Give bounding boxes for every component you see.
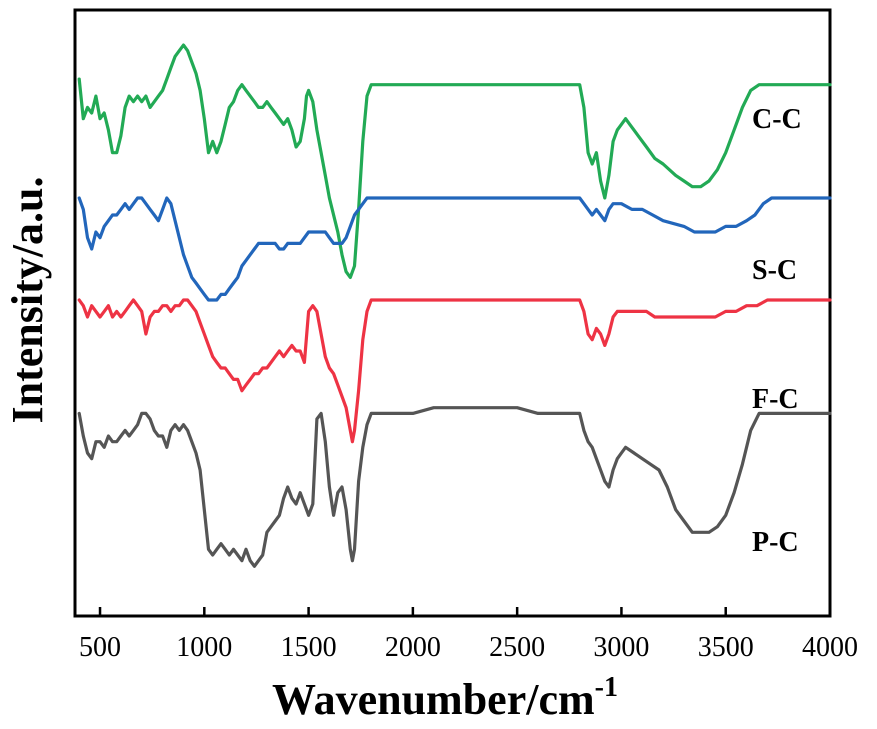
x-tick-label: 500 (79, 632, 121, 663)
x-axis-title-superscript: -1 (595, 672, 618, 703)
x-tick-label: 1500 (281, 632, 337, 663)
series-label-c-c: C-C (752, 104, 802, 135)
x-axis-title-text: Wavenumber/cm (272, 675, 595, 724)
series-line-p-c (77, 406, 832, 568)
plot-frame (73, 8, 832, 618)
x-tick-label: 3000 (593, 632, 649, 663)
x-tick-label: 2000 (385, 632, 441, 663)
series-line-s-c (77, 196, 832, 302)
x-tick-label: 3500 (698, 632, 754, 663)
series-group (77, 43, 832, 568)
x-tick-label: 2500 (489, 632, 545, 663)
series-label-f-c: F-C (752, 384, 799, 415)
x-axis-title: Wavenumber/cm-1 (272, 672, 618, 724)
series-line-f-c (77, 298, 832, 444)
x-tick-label: 4000 (802, 632, 858, 663)
x-axis: 500 1000 1500 2000 2500 3000 3500 4000 (79, 607, 858, 663)
series-label-s-c: S-C (752, 255, 797, 286)
x-tick-label: 1000 (176, 632, 232, 663)
series-line-c-c (77, 43, 832, 279)
series-label-p-c: P-C (752, 527, 799, 558)
y-axis-title: Intensity/a.u. (3, 177, 52, 424)
